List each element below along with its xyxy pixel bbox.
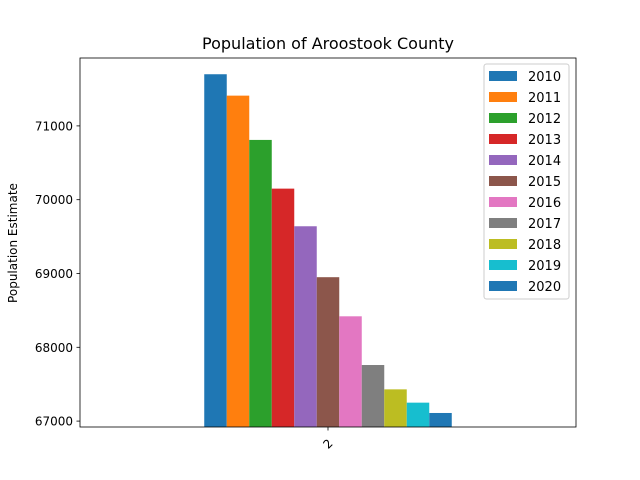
legend-swatch-2020 bbox=[489, 281, 517, 291]
legend: 2010 2011 2012 2013 2014 2015 2016 2017 2018 2019… bbox=[483, 63, 570, 300]
legend-label-2020: 2020 bbox=[528, 280, 561, 295]
legend-swatch-2015 bbox=[489, 176, 517, 186]
legend-label-2014: 2014 bbox=[528, 154, 561, 169]
legend-label-2010: 2010 bbox=[528, 70, 561, 85]
y-tick-label: 71000 bbox=[35, 119, 73, 133]
bar-2010 bbox=[204, 74, 227, 428]
legend-swatch-2011 bbox=[489, 92, 517, 102]
bar-2015 bbox=[316, 277, 340, 427]
y-tick-label: 69000 bbox=[35, 267, 73, 281]
bar-2012 bbox=[249, 139, 272, 428]
bar-2020 bbox=[429, 412, 452, 427]
legend-label-2015: 2015 bbox=[528, 175, 561, 190]
y-axis-label: Population Estimate bbox=[6, 183, 20, 303]
bar-2011 bbox=[226, 95, 250, 427]
legend-label-2017: 2017 bbox=[528, 217, 561, 232]
legend-label-2019: 2019 bbox=[528, 259, 561, 274]
bars bbox=[204, 74, 452, 428]
legend-label-2012: 2012 bbox=[528, 112, 561, 127]
y-tick-label: 70000 bbox=[35, 193, 73, 207]
legend-swatch-2017 bbox=[489, 218, 517, 228]
legend-swatch-2010 bbox=[489, 71, 517, 81]
legend-label-2016: 2016 bbox=[528, 196, 561, 211]
legend-label-2011: 2011 bbox=[528, 91, 561, 106]
bar-2013 bbox=[271, 188, 295, 427]
legend-swatch-2016 bbox=[489, 197, 517, 207]
bar-2014 bbox=[294, 226, 317, 427]
legend-swatch-2012 bbox=[489, 113, 517, 123]
legend-swatch-2013 bbox=[489, 134, 517, 144]
bar-2017 bbox=[361, 365, 385, 427]
bar-2018 bbox=[384, 389, 407, 427]
legend-label-2018: 2018 bbox=[528, 238, 561, 253]
y-axis-ticks: 67000 68000 69000 70000 71000 bbox=[35, 119, 80, 429]
y-tick-label: 67000 bbox=[35, 415, 73, 429]
legend-swatch-2018 bbox=[489, 239, 517, 249]
y-tick-label: 68000 bbox=[35, 341, 73, 355]
bar-2019 bbox=[406, 402, 430, 427]
legend-swatch-2014 bbox=[489, 155, 517, 165]
bar-2016 bbox=[339, 316, 362, 427]
legend-swatch-2019 bbox=[489, 260, 517, 270]
legend-label-2013: 2013 bbox=[528, 133, 561, 148]
chart-title: Population of Aroostook County bbox=[202, 34, 454, 53]
plot-area-frame bbox=[79, 57, 577, 428]
